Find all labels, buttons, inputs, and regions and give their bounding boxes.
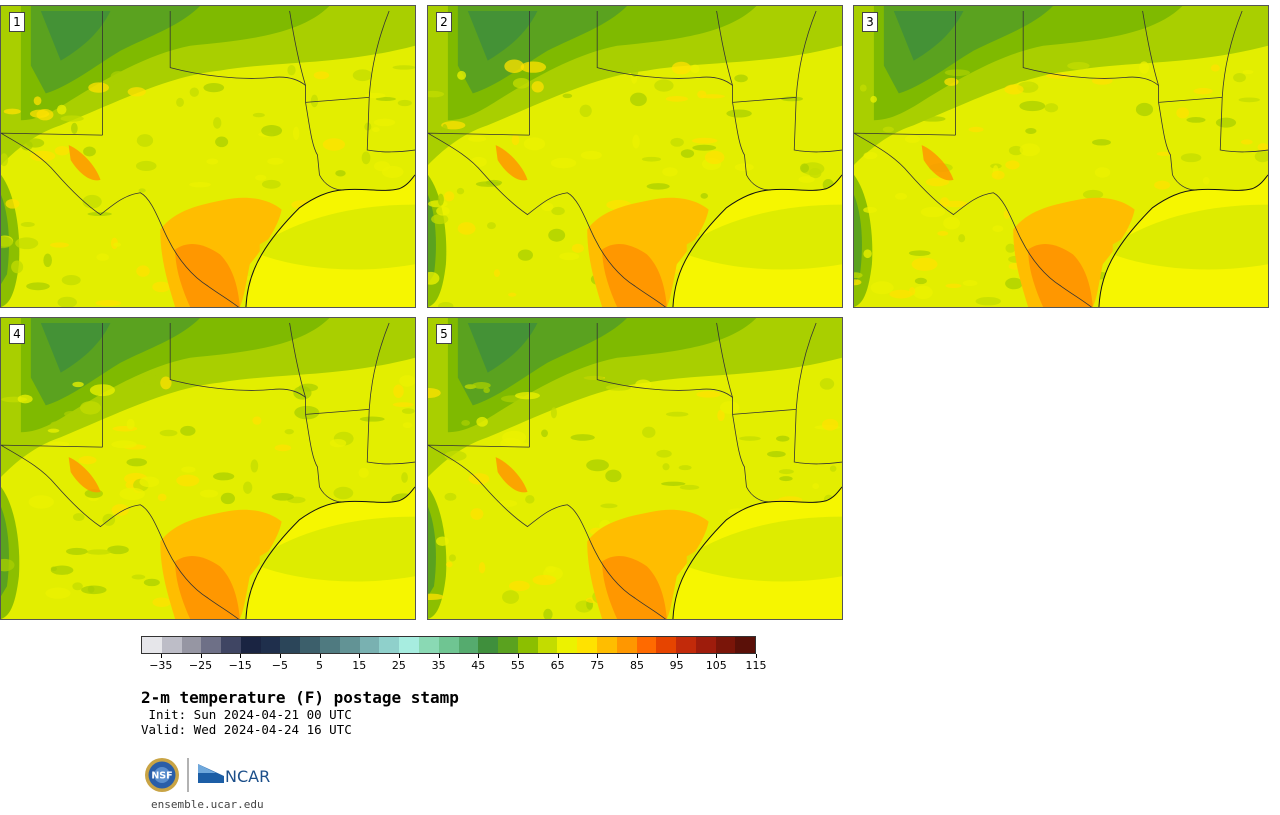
website-url: ensemble.ucar.edu bbox=[151, 798, 264, 811]
colorbar-segment bbox=[596, 637, 617, 653]
figure-title: 2-m temperature (F) postage stamp bbox=[141, 688, 459, 707]
colorbar-segment bbox=[300, 637, 321, 653]
colorbar-segment bbox=[142, 637, 162, 653]
colorbar-segment bbox=[478, 637, 499, 653]
colorbar-segment bbox=[577, 637, 597, 653]
colorbar-tick bbox=[597, 654, 599, 658]
colorbar-tick-label: −15 bbox=[228, 659, 252, 672]
colorbar-tick bbox=[319, 654, 321, 658]
colorbar-tick-label: 5 bbox=[316, 659, 324, 672]
member-number-label: 2 bbox=[436, 12, 452, 32]
colorbar-tick-label: 45 bbox=[471, 659, 486, 672]
colorbar-segment bbox=[201, 637, 222, 653]
colorbar-tick-label: 25 bbox=[391, 659, 406, 672]
colorbar-segment bbox=[656, 637, 677, 653]
colorbar-segment bbox=[260, 637, 281, 653]
colorbar-segment bbox=[280, 637, 301, 653]
colorbar-tick-label: 65 bbox=[550, 659, 565, 672]
colorbar-tick-label: 95 bbox=[669, 659, 684, 672]
member-number-label: 4 bbox=[9, 324, 25, 344]
svg-text:NCAR: NCAR bbox=[225, 767, 270, 786]
colorbar-segment bbox=[339, 637, 360, 653]
colorbar-tick bbox=[756, 654, 757, 658]
member-map-5[interactable]: 5 bbox=[427, 317, 843, 620]
colorbar-tick-label: −35 bbox=[149, 659, 173, 672]
colorbar-segment bbox=[418, 637, 439, 653]
colorbar-segment bbox=[498, 637, 518, 653]
colorbar-segment bbox=[181, 637, 202, 653]
colorbar-segment bbox=[359, 637, 380, 653]
colorbar-segment bbox=[537, 637, 558, 653]
colorbar-segment bbox=[320, 637, 340, 653]
colorbar-segment bbox=[221, 637, 241, 653]
colorbar-segment bbox=[676, 637, 696, 653]
temperature-field-5 bbox=[428, 318, 842, 619]
init-time: Init: Sun 2024-04-21 00 UTC bbox=[141, 707, 352, 722]
colorbar-tick bbox=[517, 654, 519, 658]
colorbar-tick bbox=[676, 654, 678, 658]
colorbar-tick bbox=[478, 654, 480, 658]
colorbar-tick bbox=[240, 654, 242, 658]
colorbar-segment bbox=[715, 637, 736, 653]
colorbar-tick bbox=[160, 654, 162, 658]
member-map-3[interactable]: 3 bbox=[853, 5, 1269, 308]
member-map-4[interactable]: 4 bbox=[0, 317, 416, 620]
member-number-label: 3 bbox=[862, 12, 878, 32]
colorbar-tick-label: 75 bbox=[590, 659, 605, 672]
colorbar-segment bbox=[240, 637, 261, 653]
colorbar-tick bbox=[200, 654, 202, 658]
colorbar-segment bbox=[399, 637, 419, 653]
colorbar-segment bbox=[379, 637, 400, 653]
colorbar-segment bbox=[517, 637, 538, 653]
colorbar-segment bbox=[458, 637, 479, 653]
colorbar-tick-label: 55 bbox=[510, 659, 525, 672]
colorbar-tick bbox=[398, 654, 400, 658]
colorbar-tick bbox=[279, 654, 281, 658]
member-map-2[interactable]: 2 bbox=[427, 5, 843, 308]
colorbar-tick bbox=[557, 654, 559, 658]
temperature-field-4 bbox=[1, 318, 415, 619]
member-number-label: 1 bbox=[9, 12, 25, 32]
member-number-label: 5 bbox=[436, 324, 452, 344]
colorbar-tick bbox=[636, 654, 638, 658]
colorbar-tick-label: −5 bbox=[271, 659, 288, 672]
colorbar-tick-label: −25 bbox=[188, 659, 213, 672]
svg-text:NSF: NSF bbox=[151, 771, 172, 782]
valid-time: Valid: Wed 2024-04-24 16 UTC bbox=[141, 722, 352, 737]
colorbar-segment bbox=[557, 637, 578, 653]
colorbar-tick-label: 35 bbox=[431, 659, 446, 672]
colorbar-segment bbox=[636, 637, 657, 653]
temperature-colorbar bbox=[141, 636, 756, 654]
colorbar-segment bbox=[695, 637, 716, 653]
colorbar-tick-label: 105 bbox=[705, 659, 727, 672]
temperature-field-1 bbox=[1, 6, 415, 307]
temperature-field-2 bbox=[428, 6, 842, 307]
colorbar-tick bbox=[716, 654, 718, 658]
colorbar-tick-label: 85 bbox=[629, 659, 644, 672]
colorbar-tick-label: 115 bbox=[745, 659, 767, 672]
colorbar-tick-label: 15 bbox=[352, 659, 367, 672]
nsf-ncar-logo: NSF NCAR bbox=[145, 758, 270, 792]
colorbar-segment bbox=[735, 637, 756, 653]
member-map-1[interactable]: 1 bbox=[0, 5, 416, 308]
colorbar-tick bbox=[438, 654, 440, 658]
colorbar-tick-labels: −35 −25 −15 −5 5 15 25 35 45 55 65 75 85 95 105 115 bbox=[141, 654, 767, 674]
colorbar-segment bbox=[161, 637, 182, 653]
temperature-field-3 bbox=[854, 6, 1268, 307]
colorbar-segment bbox=[616, 637, 637, 653]
colorbar-segment bbox=[438, 637, 459, 653]
colorbar-tick bbox=[359, 654, 361, 658]
